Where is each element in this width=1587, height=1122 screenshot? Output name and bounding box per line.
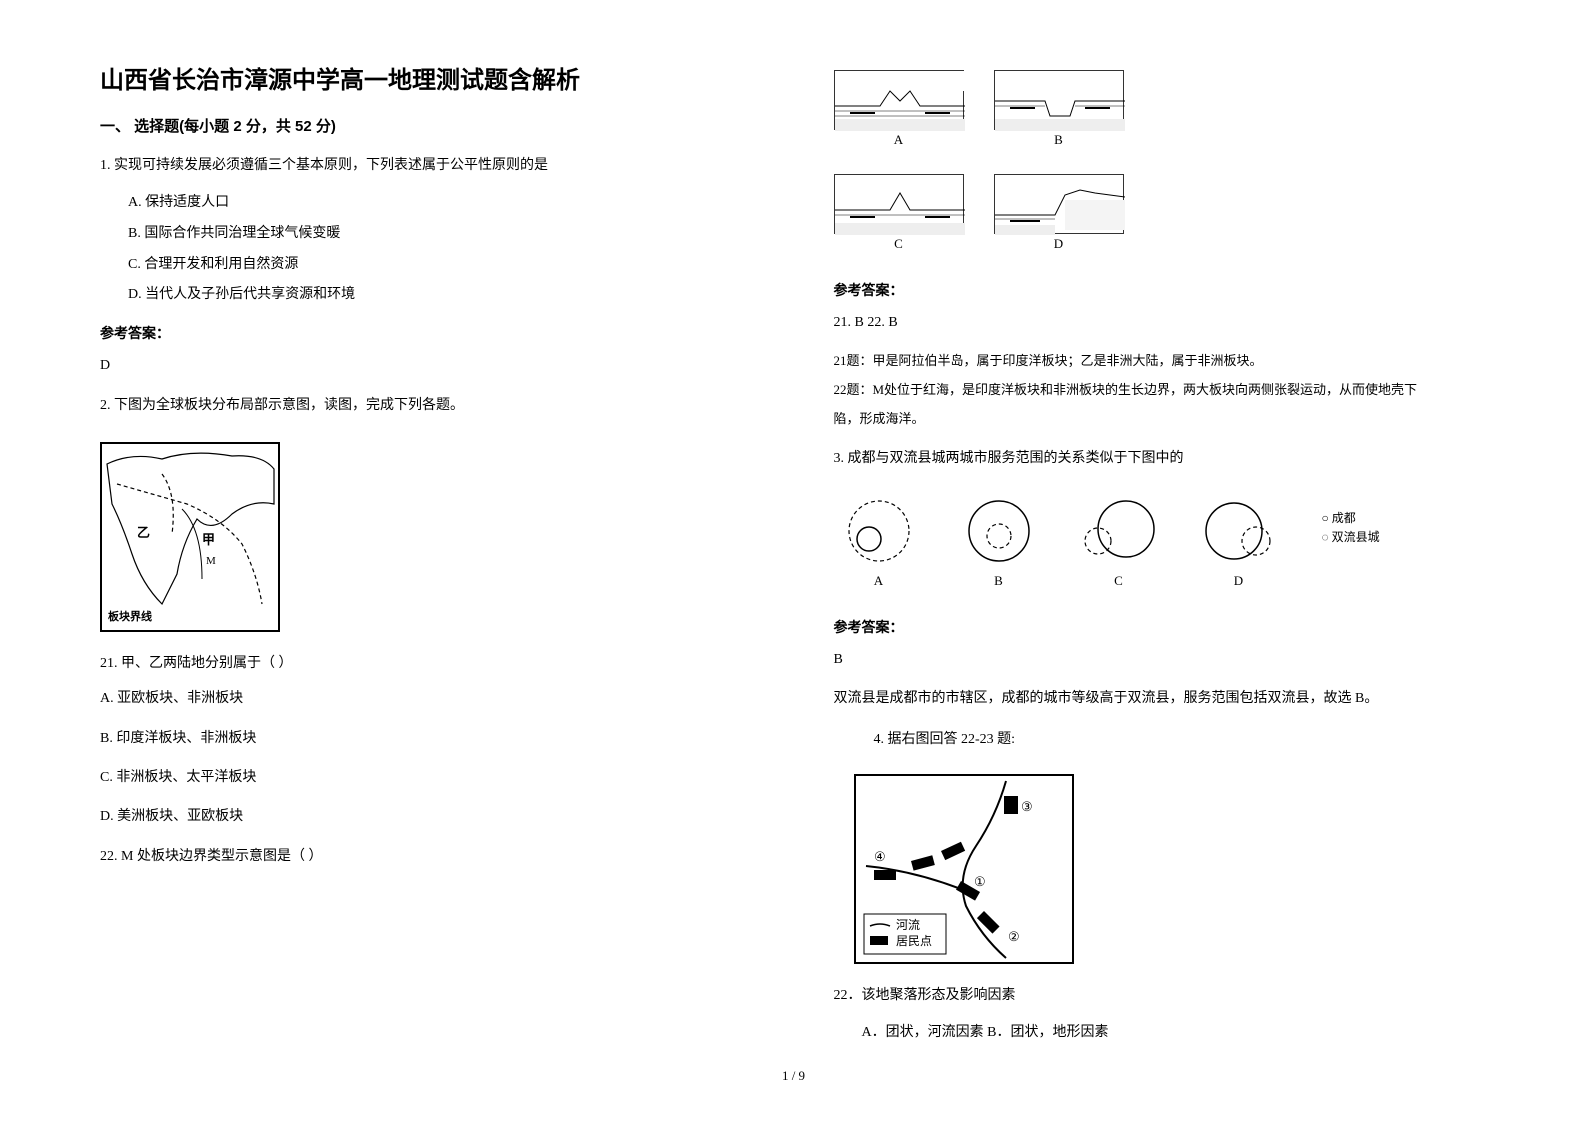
circle-fig-b: B — [954, 491, 1044, 589]
document-title: 山西省长治市漳源中学高一地理测试题含解析 — [100, 60, 754, 95]
svg-text:河流: 河流 — [896, 918, 920, 932]
boundary-fig-c: C — [834, 174, 964, 252]
q2-answer-label: 参考答案： — [834, 280, 1488, 300]
boundary-fig-d: D — [994, 174, 1124, 252]
q1-opt-c: C. 合理开发和利用自然资源 — [100, 250, 754, 281]
q2-exp21: 21题：甲是阿拉伯半岛，属于印度洋板块；乙是非洲大陆，属于非洲板块。 — [834, 349, 1488, 374]
q2-opt-a: A. 亚欧板块、非洲板块 — [100, 686, 754, 711]
q1-answer: D — [100, 353, 754, 378]
caption-b: B — [994, 132, 1124, 148]
q1-opt-a: A. 保持适度人口 — [100, 188, 754, 219]
q3-legend: ○ 成都 ◌ 双流县城 — [1322, 491, 1380, 547]
boundary-fig-b: B — [994, 70, 1124, 148]
map-label-yi: 乙 — [137, 522, 150, 541]
svg-text:③: ③ — [1021, 799, 1033, 814]
q2-map-figure: M 甲 乙 板块界线 — [100, 442, 280, 632]
circle-caption-c: C — [1114, 573, 1123, 589]
caption-a: A — [834, 132, 964, 148]
q4-stem: 4. 据右图回答 22-23 题: — [834, 726, 1488, 754]
circle-fig-d: D — [1194, 491, 1284, 589]
left-column: 山西省长治市漳源中学高一地理测试题含解析 一、 选择题(每小题 2 分，共 52… — [100, 60, 754, 1048]
legend-chengdu-text: 成都 — [1332, 511, 1356, 525]
q2-stem: 2. 下图为全球板块分布局部示意图，读图，完成下列各题。 — [100, 392, 754, 420]
q2-boundary-row1: A B — [834, 70, 1488, 148]
svg-text:①: ① — [974, 874, 986, 889]
q1-opt-b: B. 国际合作共同治理全球气候变暖 — [100, 219, 754, 250]
q2-exp22a: 22题：M处位于红海，是印度洋板块和非洲板块的生长边界，两大板块向两侧张裂运动，… — [834, 378, 1488, 403]
caption-d: D — [994, 236, 1124, 252]
q2-opt-d: D. 美洲板块、亚欧板块 — [100, 804, 754, 829]
svg-text:M: M — [206, 555, 216, 567]
right-column: A B C D 参考答案： 2 — [834, 60, 1488, 1048]
q4-river-figure: ③ ① ② ④ 河流 居民点 — [854, 774, 1074, 964]
map-legend: 板块界线 — [108, 608, 152, 624]
svg-text:②: ② — [1008, 929, 1020, 944]
legend-shuangliu: ◌ 双流县城 — [1322, 528, 1380, 547]
page-content: 山西省长治市漳源中学高一地理测试题含解析 一、 选择题(每小题 2 分，共 52… — [100, 60, 1487, 1048]
map-label-jia: 甲 — [202, 529, 215, 548]
q2-sub22: 22. M 处板块边界类型示意图是（ ） — [100, 843, 754, 871]
circle-caption-d: D — [1234, 573, 1243, 589]
circle-fig-c: C — [1074, 491, 1164, 589]
q2-sub21: 21. 甲、乙两陆地分别属于（ ） — [100, 650, 754, 678]
q1-opt-d: D. 当代人及子孙后代共享资源和环境 — [100, 280, 754, 311]
q1-stem: 1. 实现可持续发展必须遵循三个基本原则，下列表述属于公平性原则的是 — [100, 152, 754, 180]
svg-text:居民点: 居民点 — [896, 934, 932, 948]
legend-shuangliu-text: 双流县城 — [1332, 530, 1380, 544]
q2-exp22b: 陷，形成海洋。 — [834, 407, 1488, 432]
map-svg: M — [102, 444, 278, 630]
q2-opt-b: B. 印度洋板块、非洲板块 — [100, 726, 754, 751]
q2-answer: 21. B 22. B — [834, 310, 1488, 335]
svg-text:④: ④ — [874, 849, 886, 864]
q2-boundary-row2: C D — [834, 174, 1488, 252]
q2-opt-c: C. 非洲板块、太平洋板块 — [100, 765, 754, 790]
page-number: 1 / 9 — [100, 1068, 1487, 1084]
circle-fig-a: A — [834, 491, 924, 589]
circle-caption-a: A — [874, 573, 883, 589]
legend-chengdu: ○ 成都 — [1322, 509, 1380, 528]
q4-sub22: 22．该地聚落形态及影响因素 — [834, 982, 1488, 1010]
caption-c: C — [834, 236, 964, 252]
q3-answer: B — [834, 647, 1488, 672]
section-heading: 一、 选择题(每小题 2 分，共 52 分) — [100, 115, 754, 136]
circle-caption-b: B — [994, 573, 1003, 589]
q4-opt-ab: A．团状，河流因素 B．团状，地形因素 — [834, 1018, 1488, 1049]
q3-circle-row: A B C D ○ 成都 ◌ 双流县城 — [834, 491, 1488, 589]
q3-answer-label: 参考答案： — [834, 617, 1488, 637]
q1-answer-label: 参考答案： — [100, 323, 754, 343]
q3-stem: 3. 成都与双流县城两城市服务范围的关系类似于下图中的 — [834, 445, 1488, 473]
boundary-fig-a: A — [834, 70, 964, 148]
q3-explanation: 双流县是成都市的市辖区，成都的城市等级高于双流县，服务范围包括双流县，故选 B。 — [834, 686, 1488, 711]
